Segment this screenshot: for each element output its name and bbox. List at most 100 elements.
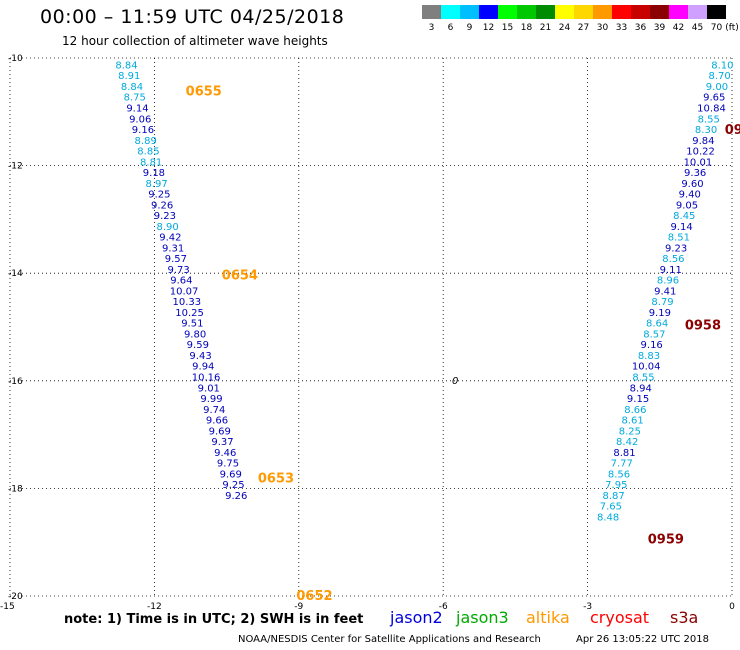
swh-value: 9.19 <box>649 308 671 319</box>
swh-value: 8.81 <box>140 157 162 168</box>
swh-value: 8.56 <box>662 254 684 265</box>
pass-time-label: 09 <box>725 123 740 138</box>
scale-label: 9 <box>466 23 473 33</box>
swh-value: 9.65 <box>703 93 725 104</box>
scale-swatch <box>498 5 517 19</box>
scale-swatch <box>612 5 631 19</box>
scale-label: 30 <box>596 23 609 33</box>
scale-swatch <box>669 5 688 19</box>
swh-value: 8.83 <box>638 351 660 362</box>
swh-value: 9.25 <box>222 480 244 491</box>
swh-value: 9.40 <box>679 190 701 201</box>
swh-value: 8.90 <box>157 222 179 233</box>
legend-jason3: jason3 <box>456 608 509 627</box>
swh-value: 10.07 <box>170 286 199 297</box>
swh-value: 9.64 <box>170 276 192 287</box>
swh-value: 9.84 <box>692 136 714 147</box>
swh-value: 8.87 <box>602 491 624 502</box>
lat-tick-label: -12 <box>8 162 23 172</box>
scale-label: 18 <box>520 23 533 33</box>
swh-value: 8.57 <box>643 329 665 340</box>
swh-value: 9.59 <box>187 340 209 351</box>
swh-value: 8.56 <box>608 469 630 480</box>
swh-value: 9.42 <box>159 233 181 244</box>
swh-value: 8.94 <box>630 383 652 394</box>
scale-swatch <box>460 5 479 19</box>
scale-label: 6 <box>447 23 454 33</box>
pass-time-label: 0654 <box>222 268 258 283</box>
swh-value: 8.79 <box>651 297 673 308</box>
scale-swatch <box>593 5 612 19</box>
swh-value: 8.84 <box>115 60 137 71</box>
swh-value: 9.41 <box>654 286 676 297</box>
lon-tick-label: -15 <box>0 602 15 612</box>
lat-tick-label: -14 <box>8 269 23 279</box>
swh-value: 8.10 <box>711 60 733 71</box>
scale-swatch <box>536 5 555 19</box>
swh-value: 10.04 <box>632 362 661 373</box>
swh-value: 9.37 <box>211 437 233 448</box>
scale-swatch <box>631 5 650 19</box>
swh-value: 9.14 <box>670 222 692 233</box>
scale-swatch <box>650 5 669 19</box>
lon-tick-label: -12 <box>147 602 162 612</box>
pass-time-label: 0655 <box>186 84 222 99</box>
swh-value: 8.45 <box>673 211 695 222</box>
swh-value: 9.14 <box>126 103 148 114</box>
pass-time-label: 0959 <box>648 532 684 547</box>
scale-unit: (ft) <box>725 23 739 33</box>
scale-swatch <box>422 5 441 19</box>
legend-s3a: s3a <box>670 608 699 627</box>
island-marker: 0 <box>452 376 458 387</box>
swh-value: 8.55 <box>632 372 654 383</box>
swh-value: 8.97 <box>146 179 168 190</box>
scale-label: 33 <box>615 23 628 33</box>
swh-value: 9.80 <box>184 329 206 340</box>
swh-value: 8.85 <box>137 147 159 158</box>
page-title: 00:00 – 11:59 UTC 04/25/2018 <box>40 6 345 28</box>
footer-note: note: 1) Time is in UTC; 2) SWH is in fe… <box>64 612 364 627</box>
lat-tick-label: -18 <box>8 484 23 494</box>
legend-jason2: jason2 <box>390 608 443 627</box>
lon-tick-label: 0 <box>729 602 735 612</box>
swh-value: 8.48 <box>597 512 619 523</box>
scale-swatch <box>479 5 498 19</box>
swh-value: 9.99 <box>200 394 222 405</box>
swh-value: 8.84 <box>121 82 143 93</box>
swh-value: 9.46 <box>214 448 236 459</box>
scale-swatch <box>688 5 707 19</box>
swh-value: 10.01 <box>684 157 713 168</box>
scale-swatch <box>441 5 460 19</box>
scale-label: 15 <box>501 23 514 33</box>
swh-value: 9.43 <box>189 351 211 362</box>
swh-value: 9.74 <box>203 405 225 416</box>
swh-value: 9.51 <box>181 319 203 330</box>
scale-label: 12 <box>482 23 495 33</box>
swh-value: 8.64 <box>646 319 668 330</box>
generated-timestamp: Apr 26 13:05:22 UTC 2018 <box>576 634 709 645</box>
swh-value: 8.51 <box>668 233 690 244</box>
swh-value: 8.42 <box>616 437 638 448</box>
swh-value: 9.16 <box>641 340 663 351</box>
swh-value: 8.55 <box>698 114 720 125</box>
swh-value: 8.81 <box>613 448 635 459</box>
swh-value: 9.01 <box>198 383 220 394</box>
swh-value: 10.22 <box>686 147 715 158</box>
swh-value: 9.25 <box>148 190 170 201</box>
lon-tick-label: -3 <box>583 602 592 612</box>
swh-value: 9.26 <box>151 200 173 211</box>
swh-value: 8.66 <box>624 405 646 416</box>
swh-value: 8.75 <box>124 93 146 104</box>
swh-value: 9.18 <box>143 168 165 179</box>
swh-value: 8.89 <box>135 136 157 147</box>
swh-value: 8.61 <box>621 416 643 427</box>
pass-time-label: 0958 <box>685 318 721 333</box>
swh-value: 9.75 <box>217 459 239 470</box>
swh-value: 9.57 <box>165 254 187 265</box>
swh-value: 9.05 <box>676 200 698 211</box>
swh-value: 10.33 <box>173 297 202 308</box>
scale-swatch <box>517 5 536 19</box>
swh-value: 9.23 <box>154 211 176 222</box>
swh-value: 9.66 <box>206 416 228 427</box>
